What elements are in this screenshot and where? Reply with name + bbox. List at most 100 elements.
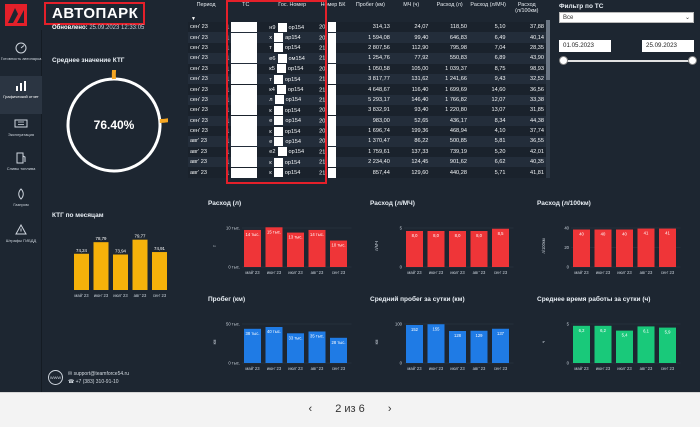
table-row[interactable]: сен' 23 1 т ор154 21 2 807,56 112,90 795,98 7,04… — [188, 42, 546, 54]
mini-bar[interactable] — [492, 228, 509, 267]
vehicle-filter-select[interactable]: Все ⌄ — [559, 12, 694, 23]
globe-icon: WWW — [48, 370, 63, 385]
mini-bar[interactable] — [308, 229, 326, 267]
mini-bar[interactable] — [573, 325, 590, 363]
next-page-button[interactable]: › — [387, 403, 392, 415]
plate-suffix: ор154 — [285, 138, 301, 145]
ktg-bar[interactable] — [132, 239, 148, 290]
mini-bar[interactable] — [330, 337, 347, 363]
mini-bar[interactable] — [244, 229, 261, 267]
mini-bar[interactable] — [406, 231, 423, 267]
table-row[interactable]: сен' 23 1 к ор154 20 3 832,91 93,40 1 220,80 13,… — [188, 105, 546, 116]
table-cell: 36,55 — [507, 136, 546, 147]
bk-number-prefix: 21 — [319, 55, 326, 62]
table-row[interactable]: сен' 23 1 л ор154 21 5 293,17 146,40 1 766,82 12… — [188, 94, 546, 106]
column-header[interactable]: Номер БК — [320, 2, 346, 8]
mini-bar[interactable] — [406, 325, 423, 363]
table-row[interactable]: сен' 23 1 е6 ом154 21 1 254,76 77,92 550,83 6,89… — [188, 53, 546, 64]
mini-bar[interactable] — [492, 328, 509, 363]
date-from-input[interactable]: 01.05.2023 — [559, 40, 611, 52]
mini-bar[interactable] — [265, 227, 283, 267]
plate-mask — [276, 85, 286, 95]
vehicle-id-prefix: 1 — [226, 107, 230, 114]
vehicle-id-prefix: 1 — [226, 87, 230, 94]
column-header[interactable]: ТС — [242, 2, 250, 8]
support-phone[interactable]: ☎ +7 (383) 310-91-10 — [68, 379, 119, 385]
mini-bar[interactable] — [308, 331, 326, 364]
bk-number-prefix: 21 — [319, 149, 326, 156]
mini-bar-label: 8,0 — [455, 233, 461, 238]
table-cell: 3 817,77 — [348, 73, 392, 85]
mini-bar[interactable] — [287, 333, 304, 363]
nav-graphic-report[interactable]: Графический отчет — [0, 76, 42, 114]
mini-bar[interactable] — [637, 228, 655, 267]
table-row[interactable]: сен' 23 1 к ор154 20 1 696,74 199,36 468,94 4,10… — [188, 125, 546, 137]
mini-bar-category: май' 23 — [407, 270, 422, 275]
mini-bar[interactable] — [449, 231, 466, 267]
mini-bar[interactable] — [427, 324, 445, 363]
mini-bar[interactable] — [594, 229, 612, 268]
table-row[interactable]: сен' 23 1 е ор154 20 983,00 52,65 436,17 8,34 44,… — [188, 115, 546, 126]
nav-fuel-drains[interactable]: Сливы топлива — [0, 148, 42, 186]
mini-bar[interactable] — [637, 326, 655, 363]
table-cell: к ор154 — [267, 105, 318, 116]
slider-end-handle[interactable] — [688, 56, 697, 65]
table-cell: 901,62 — [430, 157, 469, 168]
column-header[interactable]: МЧ (ч) — [403, 2, 420, 8]
column-header[interactable]: Пробег (км) — [355, 2, 385, 8]
date-to-input[interactable]: 25.09.2023 — [642, 40, 694, 52]
table-cell: 21 — [317, 84, 349, 95]
table-row[interactable]: сен' 23 1 х ар154 20 1 594,08 99,40 646,83 6,49 4… — [188, 32, 546, 43]
table-row[interactable]: сен' 23 1 к5 ор154 20 1 050,58 105,00 1 039,37 8… — [188, 63, 546, 74]
mini-bar[interactable] — [573, 229, 590, 268]
nav-fleet-readiness[interactable]: Готовность автопарка — [0, 38, 42, 76]
mini-bar[interactable] — [616, 330, 633, 363]
table-row[interactable]: авг' 23 1 к ор154 21 857,44 129,60 440,28 5,71 41… — [188, 167, 546, 178]
table-row[interactable]: авг' 23 1 е2 ор154 21 1 759,61 137,33 739,19 5,2… — [188, 146, 546, 158]
mini-bar[interactable] — [427, 231, 445, 267]
sort-arrow-icon[interactable]: ▼ — [191, 16, 196, 22]
ktg-bar[interactable] — [113, 254, 128, 290]
table-row[interactable]: сен' 23 1 к4 ор154 21 4 648,67 116,40 1 699,69 1… — [188, 84, 546, 95]
column-header[interactable]: Период — [196, 2, 216, 8]
mini-bar[interactable] — [616, 229, 633, 268]
ktg-bar[interactable] — [152, 252, 167, 290]
mini-bar[interactable] — [659, 327, 676, 363]
table-row[interactable]: авг' 23 1 е ор154 20 1 370,47 86,22 500,85 5,81 3… — [188, 136, 546, 147]
bk-number-prefix: 20 — [319, 35, 326, 42]
table-cell: 37,74 — [507, 125, 546, 137]
mini-bar[interactable] — [594, 325, 612, 363]
nav-traffic-fines[interactable]: Штрафы ГИБДД — [0, 220, 42, 258]
support-email[interactable]: ✉ support@teamforce54.ru — [68, 371, 129, 377]
table-row[interactable]: авг' 23 1 к ор154 21 2 234,40 124,45 901,62 6,62… — [188, 157, 546, 168]
mini-bar[interactable] — [659, 228, 676, 267]
table-scrollbar-thumb[interactable] — [546, 20, 550, 80]
ktg-bar[interactable] — [93, 242, 109, 290]
column-header[interactable]: Гос. Номер — [278, 2, 307, 8]
nav-operation[interactable]: Эксплуатация — [0, 114, 42, 152]
table-cell: сен' 23 — [188, 115, 225, 126]
slider-start-handle[interactable] — [559, 56, 568, 65]
mini-bar[interactable] — [287, 232, 304, 267]
mini-chart-title: Расход (л/100км) — [537, 200, 591, 207]
table-cell: сен' 23 — [188, 42, 225, 54]
mini-bar-category: май' 23 — [574, 366, 589, 371]
mini-bar[interactable] — [449, 331, 466, 363]
mini-bar[interactable] — [470, 231, 488, 267]
nav-gazprom[interactable]: Газпром — [0, 184, 42, 222]
column-header[interactable]: Расход (л/100км) — [515, 2, 539, 14]
table-row[interactable]: сен' 23 1 т ор154 21 3 817,77 131,62 1 241,66 9,… — [188, 73, 546, 85]
mini-bar[interactable] — [470, 330, 488, 363]
prev-page-button[interactable]: ‹ — [308, 403, 313, 415]
column-header[interactable]: Расход (л/МЧ) — [470, 2, 506, 8]
table-scrollbar[interactable] — [546, 20, 550, 178]
plate-mask — [276, 64, 286, 74]
ktg-bar[interactable] — [74, 253, 89, 290]
table-cell: 7,04 — [468, 42, 508, 54]
date-range-slider[interactable] — [563, 60, 694, 62]
column-header[interactable]: Расход (л) — [436, 2, 463, 8]
mini-bar[interactable] — [265, 327, 283, 363]
mini-bar[interactable] — [330, 240, 347, 267]
mini-bar[interactable] — [244, 328, 261, 363]
table-row[interactable]: сен' 23 1 н9 ор154 20 314,13 24,07 118,50 5,10 37… — [188, 22, 546, 33]
